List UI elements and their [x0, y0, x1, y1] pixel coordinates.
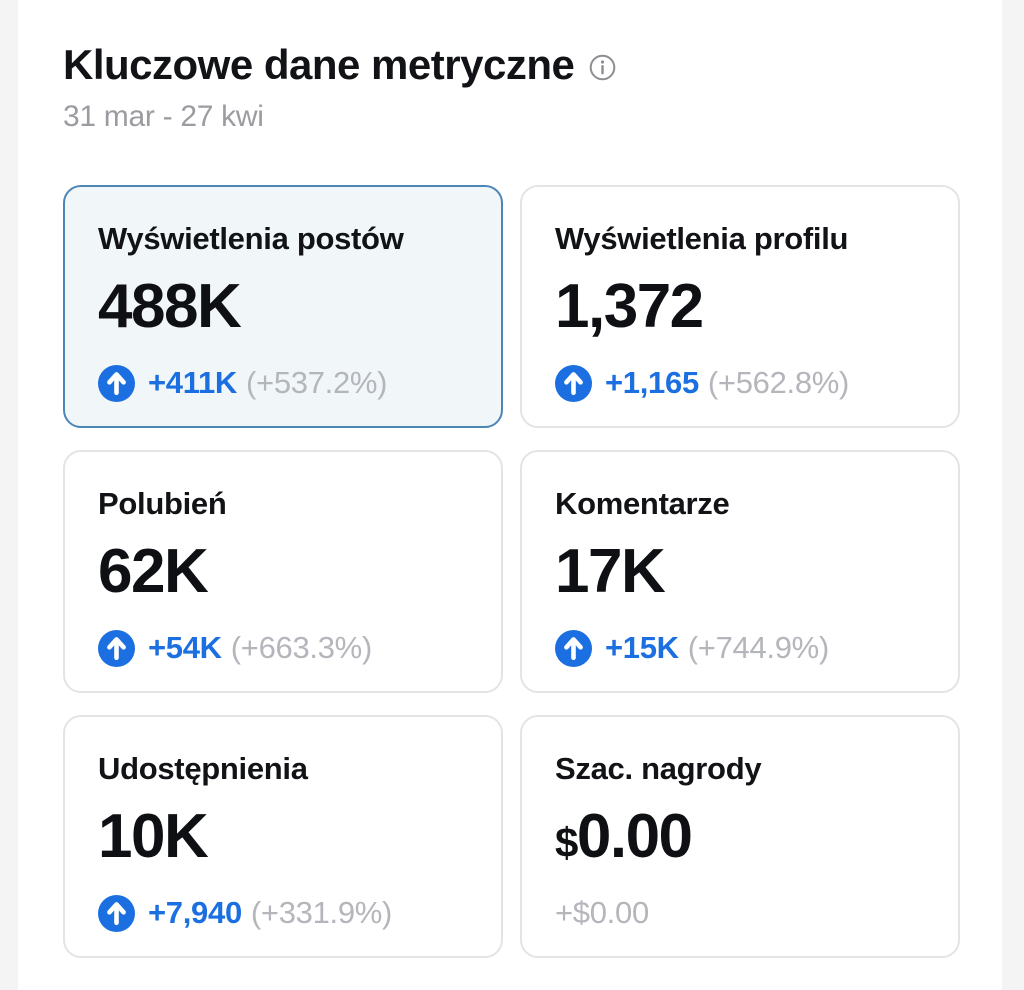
- arrow-up-circle-icon: [555, 629, 592, 667]
- arrow-up-circle-icon: [98, 629, 135, 667]
- delta-percent: (+744.9%): [687, 630, 830, 666]
- delta-value: +54K: [148, 630, 222, 666]
- metric-card-post-views[interactable]: Wyświetlenia postów 488K +411K (+537.2%): [63, 185, 503, 429]
- metric-value: 17K: [555, 536, 666, 606]
- metric-label: Wyświetlenia profilu: [555, 221, 849, 257]
- date-range: 31 mar - 27 kwi: [63, 100, 264, 134]
- delta-value: +7,940: [148, 895, 242, 931]
- metric-change-row: +1,165 (+562.8%): [555, 364, 924, 402]
- delta-percent: (+537.2%): [246, 365, 388, 401]
- metric-card-likes[interactable]: Polubień 62K +54K (+663.3%): [63, 450, 503, 694]
- delta-value: +$0.00: [555, 894, 649, 930]
- arrow-up-circle-icon: [98, 894, 135, 932]
- key-metrics-section: Kluczowe dane metryczne 31 mar - 27 kwi …: [63, 41, 960, 959]
- metric-label: Udostępnienia: [98, 751, 308, 787]
- metric-label: Wyświetlenia postów: [98, 221, 404, 257]
- metric-label: Szac. nagrody: [555, 751, 762, 787]
- info-icon[interactable]: [589, 54, 616, 81]
- currency-prefix: $: [555, 818, 578, 866]
- metric-label: Polubień: [98, 486, 227, 522]
- arrow-up-circle-icon: [98, 364, 135, 402]
- metric-label: Komentarze: [555, 486, 730, 522]
- arrow-up-circle-icon: [555, 364, 592, 402]
- metrics-grid: Wyświetlenia postów 488K +411K (+537.2%)…: [63, 185, 960, 959]
- delta-value: +411K: [148, 365, 238, 401]
- delta-percent: (+562.8%): [707, 365, 850, 401]
- metric-value: 10K: [98, 801, 209, 871]
- metric-value: 1,372: [555, 271, 704, 341]
- page-title: Kluczowe dane metryczne: [63, 41, 575, 88]
- section-header: Kluczowe dane metryczne: [63, 41, 960, 88]
- screen-edge-left: [0, 0, 18, 990]
- delta-percent: (+331.9%): [250, 895, 393, 931]
- metric-change-row: +411K (+537.2%): [98, 364, 467, 402]
- delta-value: +15K: [605, 630, 679, 666]
- metric-change-row: +15K (+744.9%): [555, 629, 924, 667]
- metric-card-comments[interactable]: Komentarze 17K +15K (+744.9%): [520, 450, 960, 694]
- metric-card-est-rewards[interactable]: Szac. nagrody $0.00 +$0.00: [520, 715, 960, 959]
- metric-change-row: +$0.00: [555, 895, 924, 931]
- delta-value: +1,165: [605, 365, 699, 401]
- metric-card-shares[interactable]: Udostępnienia 10K +7,940 (+331.9%): [63, 715, 503, 959]
- metric-value: 488K: [98, 271, 242, 341]
- screen-edge-right: [1002, 0, 1024, 990]
- metric-card-profile-views[interactable]: Wyświetlenia profilu 1,372 +1,165 (+562.…: [520, 185, 960, 429]
- delta-percent: (+663.3%): [230, 630, 373, 666]
- metric-value: 62K: [98, 536, 209, 606]
- metric-change-row: +7,940 (+331.9%): [98, 894, 467, 932]
- metric-change-row: +54K (+663.3%): [98, 629, 467, 667]
- metric-value: $0.00: [555, 801, 693, 871]
